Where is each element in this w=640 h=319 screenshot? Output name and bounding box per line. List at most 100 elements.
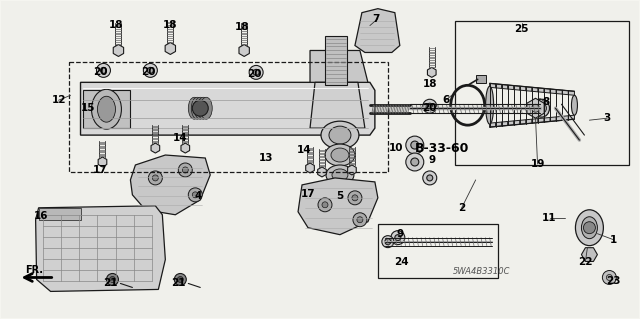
Circle shape: [148, 171, 163, 185]
Text: 11: 11: [542, 213, 557, 223]
Ellipse shape: [534, 99, 550, 117]
Circle shape: [395, 235, 401, 241]
Circle shape: [357, 217, 363, 223]
Text: 18: 18: [422, 79, 437, 89]
Polygon shape: [526, 119, 532, 124]
Circle shape: [411, 141, 419, 149]
Text: 16: 16: [33, 211, 48, 221]
Circle shape: [97, 63, 111, 78]
Circle shape: [152, 175, 158, 181]
Circle shape: [192, 192, 198, 198]
Ellipse shape: [115, 97, 127, 119]
Text: 12: 12: [51, 95, 66, 105]
Text: 20: 20: [422, 103, 437, 113]
Polygon shape: [298, 178, 378, 235]
Text: 21: 21: [103, 278, 118, 288]
Text: 24: 24: [394, 256, 409, 267]
Circle shape: [182, 167, 188, 173]
Circle shape: [391, 231, 405, 245]
Circle shape: [192, 100, 208, 116]
Ellipse shape: [197, 97, 209, 119]
Text: 22: 22: [578, 256, 593, 267]
Polygon shape: [38, 208, 81, 220]
Ellipse shape: [332, 169, 348, 181]
Text: 23: 23: [606, 277, 621, 286]
Circle shape: [385, 239, 391, 245]
Text: 5: 5: [337, 191, 344, 201]
Ellipse shape: [106, 97, 118, 119]
Bar: [378, 224, 498, 278]
Circle shape: [382, 236, 394, 248]
Polygon shape: [113, 45, 124, 56]
Polygon shape: [550, 89, 556, 93]
Text: 10: 10: [388, 143, 403, 153]
Circle shape: [100, 67, 106, 73]
Text: 20: 20: [141, 67, 156, 78]
Circle shape: [606, 274, 612, 280]
Text: 2: 2: [458, 203, 465, 213]
Text: 14: 14: [297, 145, 311, 155]
Circle shape: [147, 67, 154, 73]
Polygon shape: [563, 90, 568, 95]
Polygon shape: [496, 122, 502, 127]
Ellipse shape: [331, 148, 349, 162]
Polygon shape: [538, 88, 544, 93]
Circle shape: [143, 63, 157, 78]
Circle shape: [111, 100, 127, 116]
Text: 9: 9: [396, 229, 403, 239]
Circle shape: [602, 271, 616, 285]
Text: 15: 15: [81, 103, 96, 113]
Circle shape: [177, 277, 183, 282]
Polygon shape: [239, 45, 250, 56]
Polygon shape: [508, 121, 514, 125]
Polygon shape: [490, 83, 496, 88]
Polygon shape: [310, 82, 365, 128]
Polygon shape: [165, 42, 175, 55]
Text: 20: 20: [247, 69, 261, 79]
Polygon shape: [514, 120, 520, 125]
Text: 8: 8: [542, 97, 549, 107]
Polygon shape: [526, 87, 532, 91]
Text: 20: 20: [93, 67, 108, 78]
Ellipse shape: [195, 97, 206, 119]
Polygon shape: [502, 122, 508, 126]
Text: 17: 17: [301, 189, 316, 199]
Circle shape: [106, 273, 118, 286]
Circle shape: [109, 277, 115, 282]
Circle shape: [249, 65, 263, 79]
Bar: [454, 21, 629, 165]
Polygon shape: [508, 85, 514, 90]
Polygon shape: [532, 119, 538, 123]
Polygon shape: [581, 248, 597, 262]
Circle shape: [536, 103, 547, 113]
Text: 3: 3: [604, 113, 611, 123]
Text: 9: 9: [428, 155, 435, 165]
Circle shape: [348, 191, 362, 205]
Circle shape: [406, 153, 424, 171]
Polygon shape: [310, 50, 368, 82]
Circle shape: [423, 171, 436, 185]
Polygon shape: [496, 84, 502, 88]
Polygon shape: [428, 67, 436, 78]
Ellipse shape: [118, 97, 131, 119]
Circle shape: [427, 103, 433, 109]
Polygon shape: [563, 116, 568, 120]
Ellipse shape: [572, 95, 577, 115]
Ellipse shape: [113, 97, 124, 119]
Polygon shape: [306, 163, 314, 173]
Text: 1: 1: [610, 235, 617, 245]
Polygon shape: [550, 117, 556, 122]
Polygon shape: [544, 117, 550, 122]
Polygon shape: [490, 122, 496, 127]
Circle shape: [322, 202, 328, 208]
Polygon shape: [556, 116, 563, 121]
Ellipse shape: [92, 89, 122, 129]
Circle shape: [352, 195, 358, 201]
Text: 7: 7: [372, 14, 380, 24]
Text: 21: 21: [171, 278, 186, 288]
Ellipse shape: [575, 210, 604, 246]
Bar: [68, 63, 388, 172]
Ellipse shape: [188, 97, 200, 119]
Circle shape: [406, 136, 424, 154]
Polygon shape: [151, 143, 159, 153]
